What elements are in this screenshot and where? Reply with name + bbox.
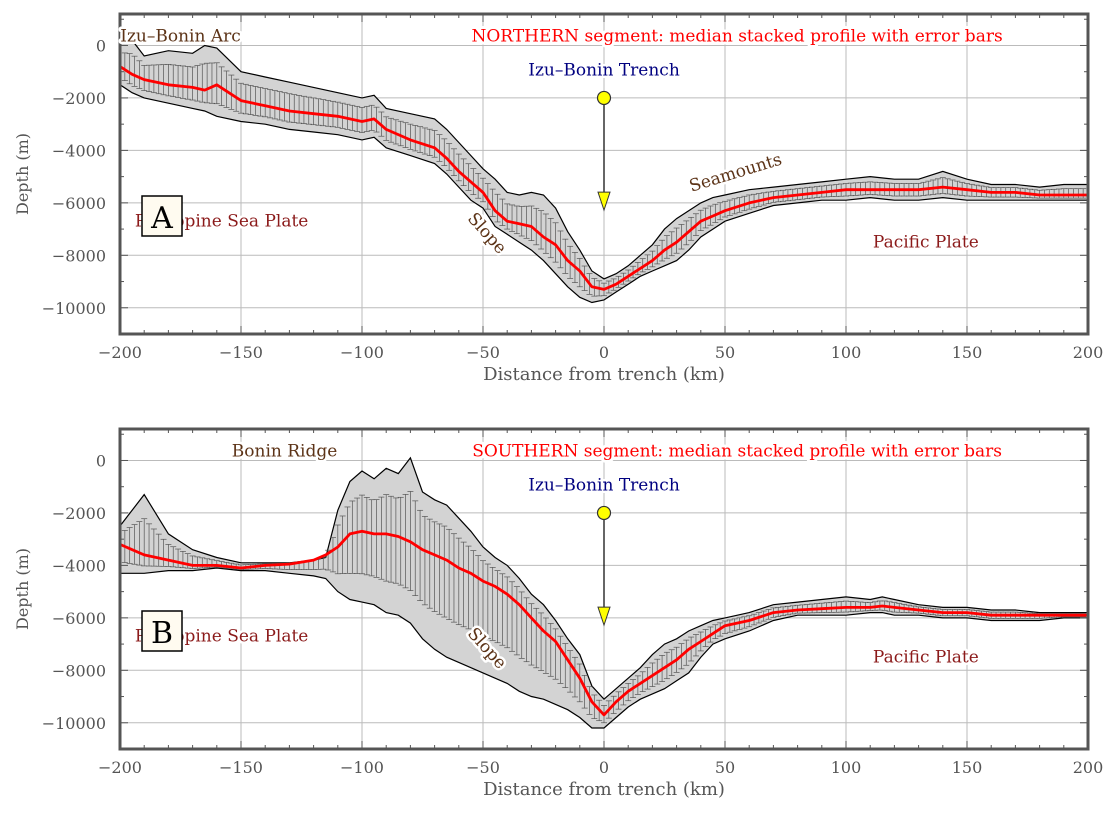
- x-tick-label: 0: [599, 758, 609, 777]
- annotation-label: Pacific Plate: [873, 232, 979, 252]
- x-tick-label: −200: [98, 758, 142, 777]
- y-tick-label: −8000: [52, 246, 106, 265]
- y-tick-label: −6000: [52, 609, 106, 628]
- median-line-a: [119, 65, 1088, 291]
- x-tick-labels-a: −200 −150 −100 −50 0 50 100 150 200: [98, 343, 1103, 362]
- panel-letter-box-b: [141, 610, 183, 652]
- ticks-a: [119, 14, 1089, 335]
- y-tick-labels-a: 0 −2000 −4000 −6000 −8000 −10000: [42, 36, 106, 317]
- annotation-halo: Pacific Plate: [873, 232, 979, 252]
- annotation-halo: Izu–Bonin Arc: [120, 27, 241, 47]
- panel-letter-box-a: [141, 195, 183, 237]
- y-tick-labels-b: 0 −2000 −4000 −6000 −8000 −10000: [42, 451, 106, 732]
- y-tick-label: 0: [96, 36, 106, 55]
- annotation-halo: Bonin Ridge: [232, 442, 338, 462]
- panel-letter-b: B: [151, 616, 173, 651]
- annotation-halo: Pacific Plate: [873, 647, 979, 667]
- y-tick-label: −10000: [42, 299, 106, 318]
- trench-marker-a: [596, 90, 612, 212]
- error-bars-a: [121, 52, 1087, 297]
- y-tick-label: −6000: [52, 194, 106, 213]
- x-tick-label: −50: [466, 343, 500, 362]
- x-tick-label: 200: [1073, 343, 1104, 362]
- y-tick-label: 0: [96, 451, 106, 470]
- y-tick-label: −2000: [52, 89, 106, 108]
- panel-letter-a: A: [150, 201, 173, 236]
- x-tick-labels-b: −200 −150 −100 −50 0 50 100 150 200: [98, 758, 1103, 777]
- y-tick-label: −2000: [52, 504, 106, 523]
- ticks-b: [119, 429, 1089, 750]
- x-tick-label: −150: [219, 758, 263, 777]
- x-tick-label: 200: [1073, 758, 1104, 777]
- median-line-b: [119, 529, 1088, 717]
- x-axis-label-a: Distance from trench (km): [483, 364, 725, 385]
- x-tick-label: 0: [599, 343, 609, 362]
- y-tick-label: −10000: [42, 714, 106, 733]
- panel-b: −200 −150 −100 −50 0 50 100 150 200 0 −2000 −4000 −…: [13, 427, 1103, 800]
- annotation-label: Izu–Bonin Trench: [528, 476, 680, 496]
- annotation-label: Izu–Bonin Arc: [120, 27, 241, 47]
- marker-circle: [596, 505, 612, 521]
- y-axis-label-b: Depth (m): [13, 548, 32, 630]
- error-bars-b: [121, 491, 1087, 724]
- annotation-label: Bonin Ridge: [232, 442, 338, 462]
- marker-arrowhead: [597, 606, 611, 627]
- y-axis-label-a: Depth (m): [13, 133, 32, 215]
- chart-title-b: SOUTHERN segment: median stacked profile…: [472, 442, 1002, 462]
- trench-marker-b: [596, 505, 612, 627]
- annotation-label: Izu–Bonin Trench: [528, 61, 680, 81]
- annotation-halo: Izu–Bonin Trench: [528, 61, 680, 81]
- x-tick-label: −100: [340, 758, 384, 777]
- x-tick-label: −100: [340, 343, 384, 362]
- x-tick-label: 50: [715, 343, 735, 362]
- x-tick-label: −50: [466, 758, 500, 777]
- y-tick-label: −8000: [52, 661, 106, 680]
- x-tick-label: −200: [98, 343, 142, 362]
- x-tick-label: 100: [831, 343, 862, 362]
- x-tick-label: −150: [219, 343, 263, 362]
- panel-a: −200 −150 −100 −50 0 50 100 150 200 0 −2000 −4000 −…: [13, 12, 1103, 385]
- annotation-label: Pacific Plate: [873, 647, 979, 667]
- x-tick-label: 150: [952, 343, 983, 362]
- y-tick-label: −4000: [52, 556, 106, 575]
- marker-circle: [596, 90, 612, 106]
- x-tick-label: 100: [831, 758, 862, 777]
- marker-arrowhead: [597, 191, 611, 212]
- x-tick-label: 50: [715, 758, 735, 777]
- x-axis-label-b: Distance from trench (km): [483, 779, 725, 800]
- x-tick-label: 150: [952, 758, 983, 777]
- annotation-halo: Izu–Bonin Trench: [528, 476, 680, 496]
- y-tick-label: −4000: [52, 141, 106, 160]
- chart-title-a: NORTHERN segment: median stacked profile…: [472, 27, 1003, 47]
